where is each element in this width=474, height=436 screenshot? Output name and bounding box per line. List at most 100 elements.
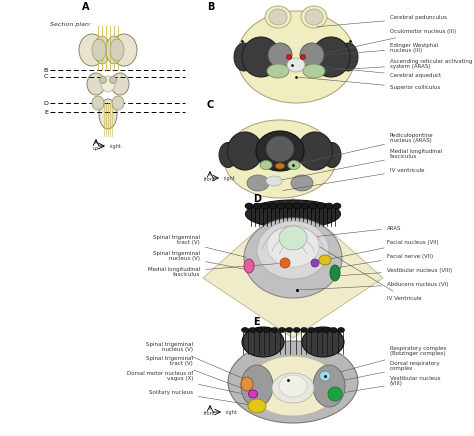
Ellipse shape xyxy=(275,163,284,169)
Ellipse shape xyxy=(323,327,330,333)
Text: Respiratory complex
(Botzinger complex): Respiratory complex (Botzinger complex) xyxy=(328,346,447,375)
Ellipse shape xyxy=(293,203,301,209)
Ellipse shape xyxy=(303,64,325,78)
Text: C: C xyxy=(207,100,214,110)
Ellipse shape xyxy=(298,132,332,170)
Ellipse shape xyxy=(323,143,341,167)
Text: Cerebral pedunculus: Cerebral pedunculus xyxy=(317,16,447,27)
Ellipse shape xyxy=(94,36,110,64)
Ellipse shape xyxy=(253,203,261,209)
Ellipse shape xyxy=(325,203,333,209)
Text: B: B xyxy=(44,68,48,72)
Ellipse shape xyxy=(92,96,104,110)
Ellipse shape xyxy=(224,120,336,198)
Ellipse shape xyxy=(244,259,254,273)
Ellipse shape xyxy=(291,175,313,191)
Ellipse shape xyxy=(87,73,105,95)
Ellipse shape xyxy=(261,203,269,209)
Ellipse shape xyxy=(247,175,269,191)
Ellipse shape xyxy=(106,36,122,64)
Text: front: front xyxy=(204,177,216,182)
Ellipse shape xyxy=(266,136,294,162)
Ellipse shape xyxy=(101,76,115,92)
Text: E: E xyxy=(253,317,260,327)
Ellipse shape xyxy=(272,373,314,403)
Ellipse shape xyxy=(305,9,323,25)
Text: Spinal trigeminal
tract (V): Spinal trigeminal tract (V) xyxy=(146,356,245,389)
Ellipse shape xyxy=(260,160,272,170)
Ellipse shape xyxy=(112,96,124,110)
Ellipse shape xyxy=(317,203,325,209)
Ellipse shape xyxy=(269,9,287,25)
Ellipse shape xyxy=(269,203,277,209)
Ellipse shape xyxy=(287,58,305,72)
Ellipse shape xyxy=(308,327,315,333)
Ellipse shape xyxy=(293,327,300,333)
Ellipse shape xyxy=(234,43,254,71)
Ellipse shape xyxy=(264,327,271,333)
Text: Spinal trigeminal
nucleus (V): Spinal trigeminal nucleus (V) xyxy=(146,341,245,379)
Circle shape xyxy=(280,258,290,268)
Text: right: right xyxy=(224,176,236,181)
Text: Cerebral aqueduct: Cerebral aqueduct xyxy=(304,65,441,78)
Ellipse shape xyxy=(301,203,309,209)
Text: Vestibular nucleus
(VIII): Vestibular nucleus (VIII) xyxy=(338,375,440,394)
Ellipse shape xyxy=(241,327,248,333)
Ellipse shape xyxy=(228,132,263,170)
Ellipse shape xyxy=(302,327,344,357)
Ellipse shape xyxy=(246,200,340,228)
Ellipse shape xyxy=(257,221,329,279)
Ellipse shape xyxy=(79,34,105,66)
Ellipse shape xyxy=(256,327,263,333)
Ellipse shape xyxy=(271,327,278,333)
Circle shape xyxy=(328,387,342,401)
Text: Superior colliculus: Superior colliculus xyxy=(299,77,440,91)
Ellipse shape xyxy=(311,259,319,267)
Ellipse shape xyxy=(285,203,293,209)
Ellipse shape xyxy=(242,327,284,357)
Ellipse shape xyxy=(267,64,289,78)
Ellipse shape xyxy=(245,203,253,209)
Ellipse shape xyxy=(99,99,117,129)
Ellipse shape xyxy=(268,43,292,67)
Ellipse shape xyxy=(338,43,358,71)
Circle shape xyxy=(100,76,107,84)
Text: Dorsal motor nucleus of
vagus (X): Dorsal motor nucleus of vagus (X) xyxy=(127,371,250,395)
Ellipse shape xyxy=(286,327,293,333)
Text: Edinger Westphal
nucleus (III): Edinger Westphal nucleus (III) xyxy=(307,43,438,57)
Ellipse shape xyxy=(301,6,327,28)
Ellipse shape xyxy=(319,371,330,381)
Ellipse shape xyxy=(266,176,282,186)
Circle shape xyxy=(301,54,306,59)
Ellipse shape xyxy=(267,225,319,267)
Ellipse shape xyxy=(248,390,257,398)
Text: up: up xyxy=(93,146,99,151)
Ellipse shape xyxy=(309,203,317,209)
Ellipse shape xyxy=(315,327,322,333)
Ellipse shape xyxy=(256,131,304,171)
Text: IV ventricule: IV ventricule xyxy=(283,167,425,191)
Ellipse shape xyxy=(333,203,341,209)
Text: Medial longitudinal
fasciculus: Medial longitudinal fasciculus xyxy=(279,149,442,181)
Ellipse shape xyxy=(330,327,337,333)
Ellipse shape xyxy=(279,375,307,397)
Text: IV Ventricule: IV Ventricule xyxy=(307,239,422,300)
Text: Solitary nucleus: Solitary nucleus xyxy=(149,389,254,405)
Ellipse shape xyxy=(300,43,324,67)
Text: Vestibular nucleus (VIII): Vestibular nucleus (VIII) xyxy=(338,268,452,276)
Ellipse shape xyxy=(288,160,300,170)
Ellipse shape xyxy=(248,399,266,413)
Ellipse shape xyxy=(319,255,331,265)
Text: Facial nerve (VII): Facial nerve (VII) xyxy=(338,253,433,268)
Text: C: C xyxy=(44,75,48,79)
Ellipse shape xyxy=(244,218,342,298)
Ellipse shape xyxy=(241,377,253,391)
Text: Section plan:: Section plan: xyxy=(50,22,91,27)
Text: Dorsal respiratory
complex: Dorsal respiratory complex xyxy=(328,361,439,383)
Ellipse shape xyxy=(313,365,345,407)
Text: Medial longitudinal
fasciculus: Medial longitudinal fasciculus xyxy=(148,263,282,277)
Ellipse shape xyxy=(242,37,280,77)
Ellipse shape xyxy=(241,365,273,407)
Text: front: front xyxy=(204,411,216,416)
Circle shape xyxy=(109,76,117,84)
